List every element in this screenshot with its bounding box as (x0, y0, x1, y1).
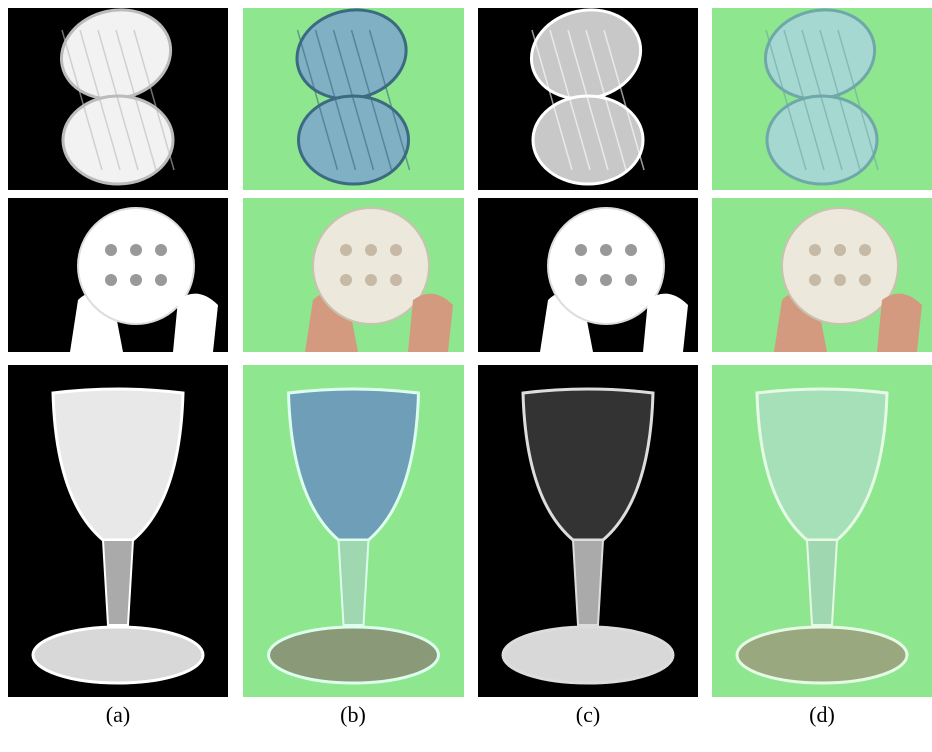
lattice-hole (340, 274, 352, 286)
goblet-bowl (755, 387, 889, 542)
lattice-hole (575, 274, 587, 286)
lattice-hole (390, 274, 402, 286)
goblet-bowl (286, 387, 421, 542)
lattice-hole (834, 244, 846, 256)
goblet-stem (101, 539, 135, 626)
lattice-hole (130, 244, 142, 256)
egg-shape (531, 94, 645, 186)
lattice-ball (77, 207, 195, 325)
lattice-hole (809, 244, 821, 256)
egg-texture (296, 29, 339, 171)
egg-texture (585, 29, 627, 171)
egg-texture (133, 29, 175, 171)
lattice-hole (809, 274, 821, 286)
goblet-stem (805, 539, 839, 626)
egg-texture (603, 29, 645, 171)
lattice-hole (859, 244, 871, 256)
lattice-ball (547, 207, 665, 325)
caption: (a) (106, 702, 130, 727)
egg-texture (97, 29, 139, 171)
lattice-hole (600, 274, 612, 286)
egg-shape (765, 94, 879, 186)
egg-texture (79, 29, 121, 171)
lattice-hole (575, 244, 587, 256)
goblet-bowl (51, 387, 185, 542)
lattice-hole (105, 244, 117, 256)
egg-texture (837, 29, 879, 171)
lattice-hole (600, 244, 612, 256)
hand-shape (643, 293, 688, 352)
egg-texture (801, 29, 843, 171)
image-grid (8, 8, 932, 697)
caption: (c) (576, 702, 600, 727)
caption: (d) (809, 702, 835, 727)
egg-texture (115, 29, 157, 171)
egg-texture (368, 29, 411, 171)
lattice-hole (105, 274, 117, 286)
hand-shape (877, 293, 922, 352)
lattice-hole (365, 244, 377, 256)
goblet-foot (31, 625, 205, 685)
hand-shape (408, 293, 453, 352)
egg-texture (332, 29, 375, 171)
egg-texture (765, 29, 807, 171)
caption: (b) (340, 702, 366, 727)
lattice-hole (859, 274, 871, 286)
lattice-ball (781, 207, 899, 325)
egg-texture (567, 29, 609, 171)
egg-texture (819, 29, 861, 171)
egg-texture (61, 29, 103, 171)
lattice-hole (834, 274, 846, 286)
goblet-stem (337, 539, 370, 626)
egg-texture (314, 29, 357, 171)
egg-texture (531, 29, 573, 171)
goblet-bowl (521, 387, 655, 542)
egg-texture (350, 29, 393, 171)
goblet-foot (267, 625, 440, 685)
lattice-hole (130, 274, 142, 286)
egg-shape (297, 94, 410, 186)
goblet-foot (735, 625, 909, 685)
lattice-hole (340, 244, 352, 256)
egg-texture (783, 29, 825, 171)
lattice-hole (390, 244, 402, 256)
hand-shape (173, 293, 218, 352)
lattice-hole (155, 274, 167, 286)
lattice-hole (625, 274, 637, 286)
lattice-hole (155, 244, 167, 256)
lattice-hole (625, 244, 637, 256)
egg-texture (549, 29, 591, 171)
goblet-stem (571, 539, 605, 626)
lattice-hole (365, 274, 377, 286)
egg-shape (61, 94, 175, 186)
lattice-ball (312, 207, 430, 325)
goblet-foot (501, 625, 675, 685)
